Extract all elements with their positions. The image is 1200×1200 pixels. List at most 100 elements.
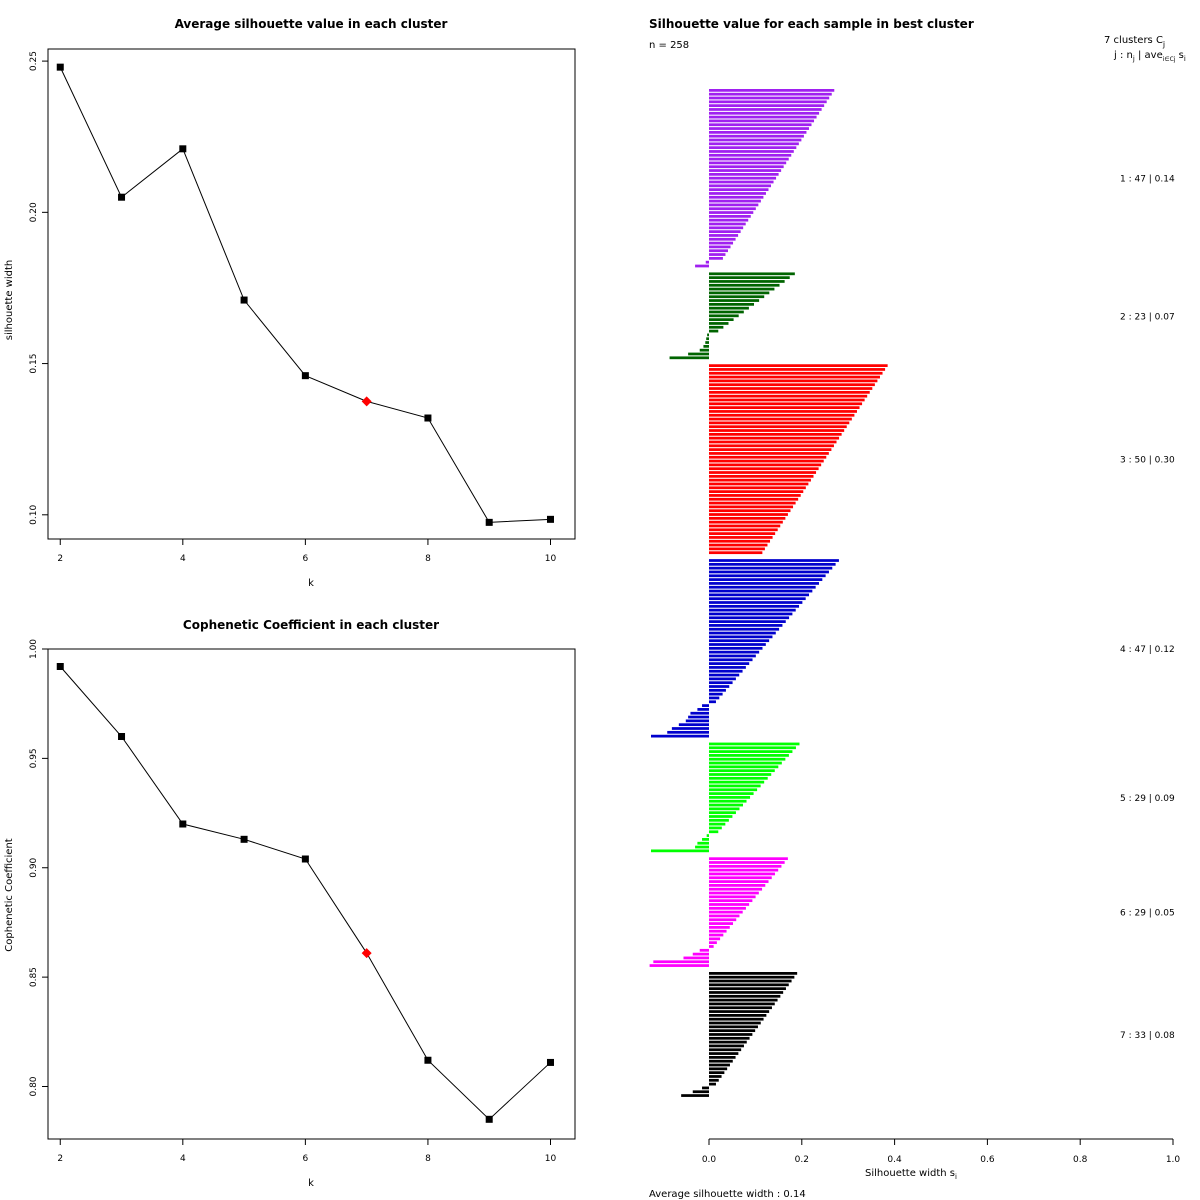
- silhouette-bar-cluster-6: [709, 891, 759, 895]
- silhouette-bar-cluster-2: [688, 352, 709, 356]
- sample-count-label: n = 258: [649, 40, 689, 51]
- silhouette-bar-cluster-3: [709, 536, 773, 539]
- silhouette-bar-cluster-2: [669, 356, 709, 360]
- cophenetic-point: [118, 733, 126, 740]
- silhouette-bar-cluster-6: [709, 864, 782, 868]
- silhouette-bar-cluster-7: [709, 1040, 747, 1044]
- silhouette-bar-cluster-6: [649, 964, 709, 967]
- silhouette-bar-cluster-5: [709, 811, 736, 815]
- avg-silhouette-point: [424, 414, 432, 422]
- silhouette-bar-cluster-4: [709, 574, 826, 578]
- silhouette-bar-cluster-7: [709, 1056, 736, 1059]
- silhouette-bar-cluster-1: [709, 188, 769, 192]
- silhouette-bar-cluster-4: [709, 658, 753, 662]
- silhouette-bar-cluster-4: [709, 635, 773, 639]
- cophenetic-ylabel: Cophenetic Coefficient: [4, 838, 15, 951]
- silhouette-bar-cluster-1: [709, 211, 754, 214]
- silhouette-bar-cluster-1: [709, 108, 822, 111]
- silhouette-bar-cluster-3: [709, 532, 776, 535]
- silhouette-bar-cluster-1: [709, 150, 794, 153]
- silhouette-bar-cluster-7: [709, 1021, 761, 1025]
- silhouette-bar-cluster-3: [709, 402, 863, 406]
- silhouette-bar-cluster-1: [709, 89, 835, 92]
- silhouette-bar-cluster-5: [709, 765, 779, 769]
- cophenetic-xtick-label: 8: [425, 1154, 431, 1164]
- silhouette-bar-cluster-5: [709, 788, 758, 792]
- silhouette-bar-cluster-5: [709, 761, 782, 765]
- silhouette-bar-cluster-3: [709, 471, 817, 474]
- cluster-5-summary-label: 5 : 29 | 0.09: [1120, 794, 1175, 804]
- silhouette-bar-cluster-3: [709, 486, 806, 490]
- avg-silhouette-xlabel: k: [308, 578, 314, 589]
- silhouette-bar-cluster-6: [709, 861, 785, 864]
- silhouette-bar-cluster-1: [709, 146, 797, 150]
- silhouette-xtick-label: 1.0: [1166, 1155, 1181, 1165]
- silhouette-bar-cluster-2: [709, 287, 775, 291]
- silhouette-bar-cluster-1: [709, 134, 804, 138]
- silhouette-bar-cluster-3: [709, 410, 857, 413]
- silhouette-bar-cluster-7: [709, 991, 784, 994]
- silhouette-bar-cluster-7: [709, 1029, 756, 1033]
- silhouette-bar-cluster-4: [709, 692, 723, 696]
- silhouette-bar-cluster-3: [709, 474, 814, 478]
- silhouette-bar-cluster-4: [688, 715, 709, 719]
- silhouette-bar-cluster-7: [709, 1010, 770, 1013]
- cophenetic-point: [301, 855, 309, 863]
- silhouette-bar-cluster-6: [709, 937, 721, 941]
- cophenetic-xtick-label: 6: [303, 1154, 309, 1164]
- silhouette-bar-cluster-5: [709, 769, 775, 773]
- silhouette-bar-cluster-2: [709, 314, 739, 318]
- silhouette-bar-cluster-5: [709, 776, 768, 780]
- silhouette-bar-cluster-3: [709, 387, 873, 390]
- silhouette-bar-cluster-3: [709, 368, 886, 371]
- silhouette-bar-cluster-5: [709, 780, 765, 784]
- silhouette-bar-cluster-1: [709, 253, 726, 256]
- silhouette-bar-cluster-3: [709, 509, 791, 513]
- silhouette-bar-cluster-2: [705, 341, 709, 344]
- silhouette-bar-cluster-7: [709, 1052, 739, 1055]
- silhouette-bar-cluster-4: [709, 627, 780, 631]
- silhouette-bar-cluster-7: [709, 1036, 750, 1040]
- cophenetic-best-k-point: [361, 948, 372, 959]
- avg-silhouette-point: [546, 515, 554, 523]
- silhouette-bar-cluster-2: [709, 322, 729, 325]
- cophenetic-ytick-label: 1.00: [29, 639, 39, 659]
- silhouette-bar-cluster-5: [709, 746, 796, 750]
- avg-silhouette-point: [56, 63, 64, 71]
- silhouette-bar-cluster-4: [709, 673, 740, 677]
- silhouette-bar-cluster-4: [709, 582, 819, 585]
- silhouette-xtick-label: 0.8: [1073, 1155, 1088, 1165]
- silhouette-bar-cluster-3: [709, 467, 819, 471]
- silhouette-bar-cluster-3: [709, 444, 834, 448]
- silhouette-xtick-label: 0.0: [702, 1155, 717, 1165]
- avg-silhouette-ytick-label: 0.15: [29, 354, 39, 374]
- silhouette-bar-cluster-4: [709, 578, 823, 581]
- silhouette-bar-cluster-2: [709, 280, 785, 283]
- cophenetic-point: [240, 835, 248, 843]
- silhouette-bar-cluster-6: [709, 887, 763, 891]
- silhouette-bar-cluster-1: [709, 142, 799, 146]
- silhouette-bar-cluster-5: [709, 818, 729, 822]
- silhouette-bar-cluster-1: [695, 264, 709, 268]
- silhouette-bar-cluster-6: [709, 929, 727, 933]
- silhouette-bar-cluster-4: [709, 650, 760, 654]
- silhouette-bar-cluster-1: [709, 222, 746, 226]
- cophenetic-point: [179, 820, 187, 828]
- avg-silhouette-point: [485, 518, 493, 526]
- silhouette-bar-cluster-6: [709, 933, 724, 937]
- silhouette-bar-cluster-4: [709, 662, 750, 665]
- silhouette-bar-cluster-4: [709, 608, 796, 612]
- silhouette-bar-cluster-4: [709, 696, 720, 700]
- avg-silhouette-point: [179, 145, 187, 153]
- silhouette-xtick-label: 0.6: [980, 1155, 995, 1165]
- silhouette-bar-cluster-7: [709, 1063, 730, 1067]
- silhouette-bar-cluster-6: [709, 899, 753, 903]
- silhouette-bar-cluster-4: [709, 597, 806, 601]
- silhouette-bar-cluster-3: [709, 425, 847, 429]
- silhouette-bar-cluster-3: [709, 432, 842, 436]
- silhouette-bar-cluster-1: [709, 172, 779, 176]
- silhouette-bar-cluster-7: [709, 1006, 772, 1010]
- silhouette-bar-cluster-1: [709, 214, 751, 218]
- silhouette-bar-cluster-4: [709, 666, 746, 669]
- silhouette-bar-cluster-4: [709, 700, 716, 704]
